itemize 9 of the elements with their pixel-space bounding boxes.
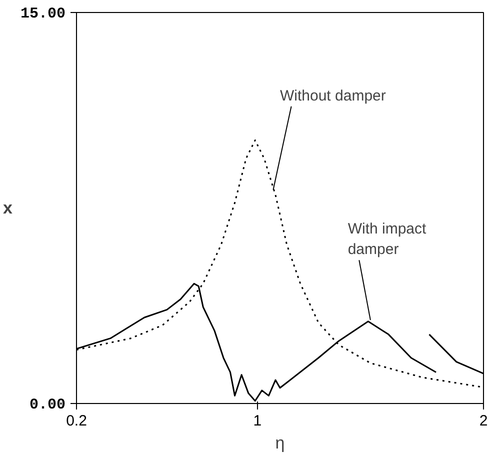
x-tick-label: 2 (479, 412, 488, 430)
y-tick-label: 15.00 (20, 6, 66, 22)
annotation: Without damper (280, 87, 386, 104)
y-axis-title: x (3, 198, 14, 218)
y-tick-label: 0.00 (29, 396, 66, 414)
x-tick-label: 0.2 (66, 412, 87, 430)
annotation: With impact damper (348, 220, 428, 258)
x-tick-label: 1 (253, 412, 262, 430)
x-axis-title: η (275, 434, 285, 452)
